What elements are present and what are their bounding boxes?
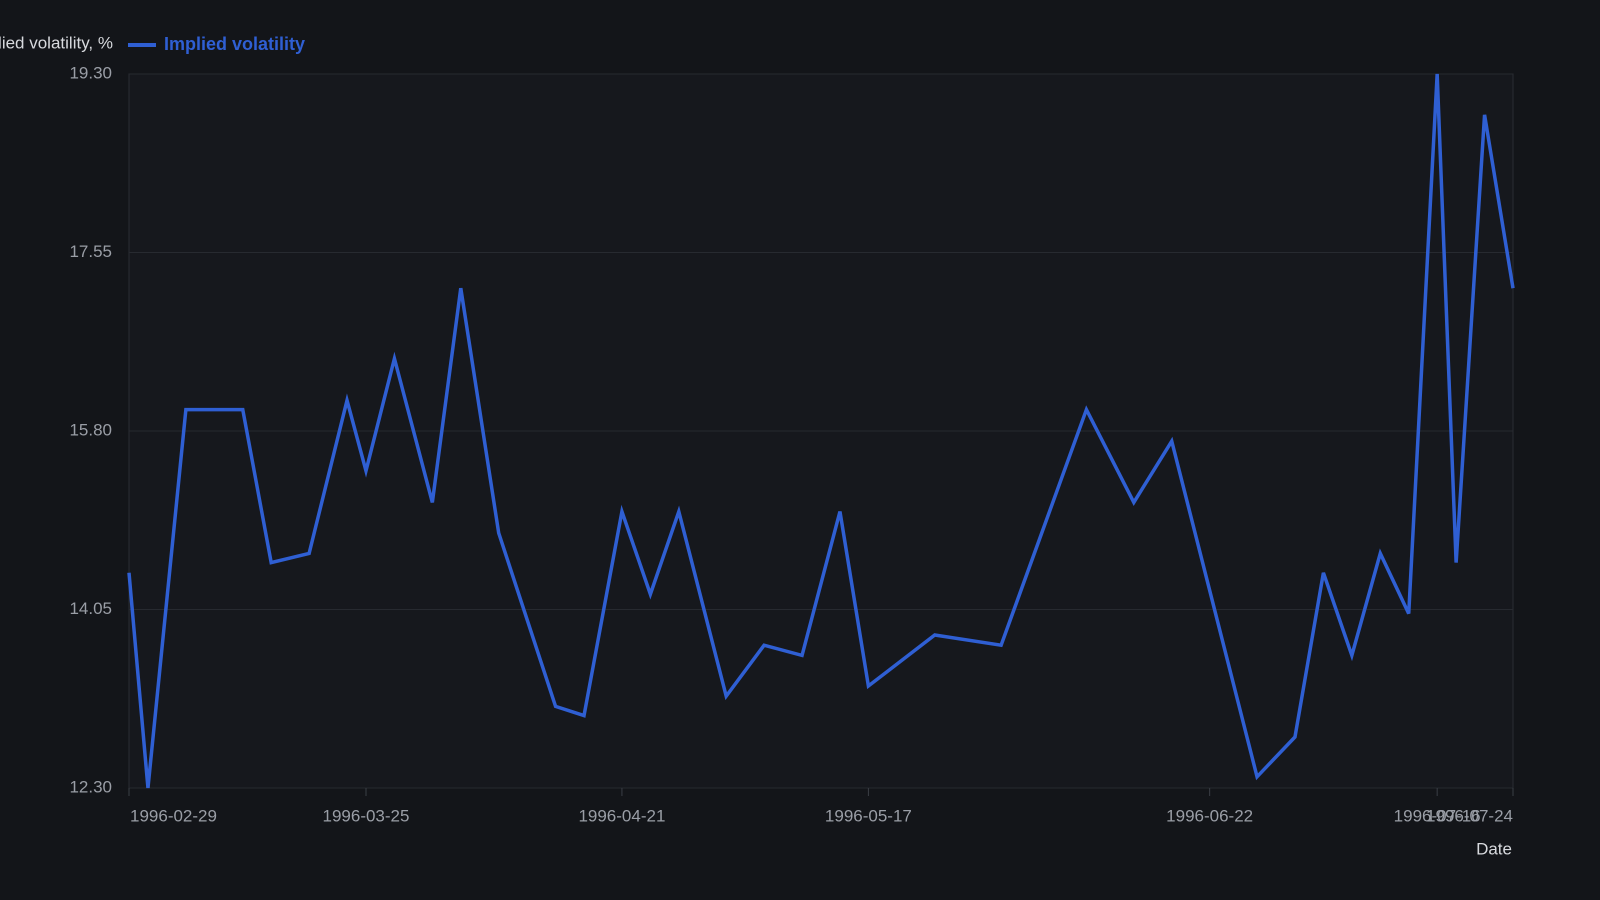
x-axis-label: Date bbox=[1476, 839, 1512, 858]
legend-label: Implied volatility bbox=[164, 34, 305, 54]
x-tick-label: 1996-06-22 bbox=[1166, 806, 1253, 825]
y-axis-label: Implied volatility, % bbox=[0, 33, 113, 52]
x-tick-label: 1996-05-17 bbox=[825, 806, 912, 825]
x-tick-label: 1996-02-29 bbox=[130, 806, 217, 825]
x-tick-label: 1996-07-24 bbox=[1426, 806, 1513, 825]
x-tick-label: 1996-07-16 bbox=[1394, 806, 1481, 825]
y-tick-label: 19.30 bbox=[69, 63, 112, 82]
y-tick-label: 15.80 bbox=[69, 420, 112, 439]
y-tick-label: 17.55 bbox=[69, 242, 112, 261]
y-tick-label: 12.30 bbox=[69, 777, 112, 796]
line bbox=[127, 73, 1515, 789]
y-tick-label: 14.05 bbox=[69, 599, 112, 618]
x-tick-label: 1996-03-25 bbox=[323, 806, 410, 825]
x-tick-label: 1996-04-21 bbox=[578, 806, 665, 825]
